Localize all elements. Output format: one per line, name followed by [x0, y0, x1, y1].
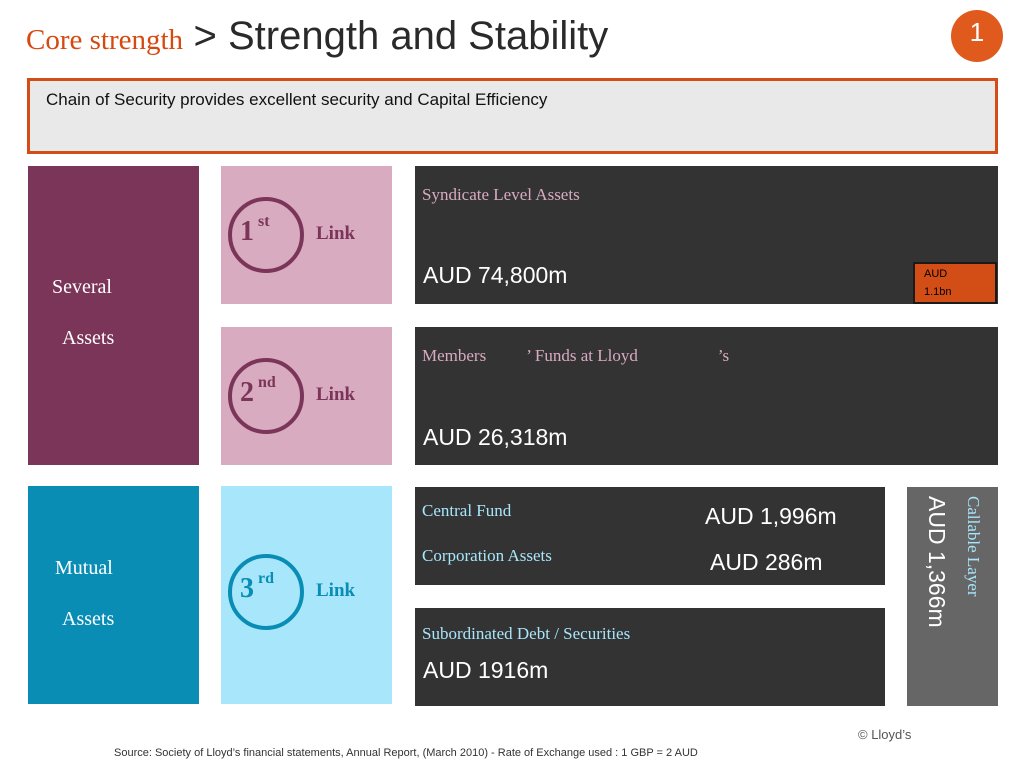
aud-badge-line2: 1.1bn	[924, 286, 952, 298]
mutual-assets-block: Mutual Assets	[28, 486, 199, 704]
title-text: > Strength and Stability	[194, 14, 609, 58]
central-fund-label: Central Fund	[422, 501, 512, 520]
page-title: Core strength > Strength and Stability	[26, 14, 608, 64]
summary-text: Chain of Security provides excellent sec…	[46, 90, 548, 109]
syndicate-assets-panel: Syndicate Level Assets AUD 74,800m	[415, 166, 998, 304]
central-fund-panel: Central Fund AUD 1,996m Corporation Asse…	[415, 487, 885, 585]
several-assets-block: Several Assets	[28, 166, 199, 465]
mutual-assets-line1: Mutual	[55, 557, 113, 579]
second-link-ring-icon	[228, 358, 304, 434]
title-main-text: Strength and Stability	[228, 14, 609, 58]
syndicate-assets-label: Syndicate Level Assets	[422, 185, 580, 204]
corporation-assets-label: Corporation Assets	[422, 546, 552, 565]
first-link-ring-icon	[228, 197, 304, 273]
aud-1-1bn-badge: AUD 1.1bn	[913, 262, 997, 304]
members-funds-panel: Members’ Funds at Lloyd’s AUD 26,318m	[415, 327, 998, 465]
syndicate-assets-value: AUD 74,800m	[423, 262, 568, 288]
page-number-badge: 1	[951, 10, 1003, 62]
aud-badge-line1: AUD	[924, 268, 948, 280]
corporation-assets-value: AUD 286m	[710, 549, 823, 575]
third-link-ring-icon	[228, 554, 304, 630]
copyright-notice: © Lloyd’s	[858, 727, 912, 742]
source-note: Source: Society of Lloyd’s financial sta…	[114, 747, 698, 759]
central-fund-value: AUD 1,996m	[705, 503, 837, 529]
summary-box: Chain of Security provides excellent sec…	[27, 78, 998, 154]
members-funds-label: Members’ Funds at Lloyd’s	[422, 346, 730, 365]
title-separator: >	[193, 14, 217, 58]
mutual-assets-line2: Assets	[62, 608, 115, 630]
members-funds-value: AUD 26,318m	[423, 424, 568, 450]
subordinated-debt-panel: Subordinated Debt / Securities AUD 1916m	[415, 608, 885, 706]
callable-layer-value: AUD 1,366m	[924, 496, 950, 628]
callable-layer-panel: AUD 1,366m Callable Layer	[907, 487, 998, 706]
third-link-word: Link	[316, 580, 356, 601]
first-link-word: Link	[316, 223, 356, 244]
subordinated-debt-label: Subordinated Debt / Securities	[422, 624, 631, 643]
section-label: Core strength	[26, 24, 184, 56]
callable-layer-label: Callable Layer	[964, 496, 983, 597]
second-link-word: Link	[316, 384, 356, 405]
several-assets-line1: Several	[52, 276, 112, 298]
several-assets-line2: Assets	[62, 327, 115, 349]
subordinated-debt-value: AUD 1916m	[423, 657, 549, 683]
